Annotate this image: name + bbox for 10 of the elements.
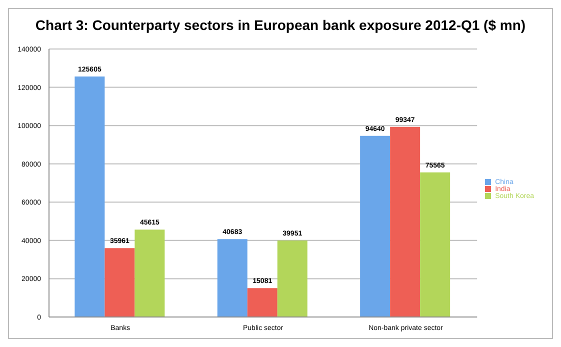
bar	[74, 76, 105, 317]
bar	[390, 126, 420, 317]
bar	[104, 248, 135, 317]
bar	[134, 230, 165, 317]
bar	[247, 288, 278, 317]
bar	[420, 172, 450, 317]
chart-title: Chart 3: Counterparty sectors in European bank exposure 2012-Q1 ($ mn)	[34, 16, 527, 35]
bar	[217, 239, 248, 317]
bar	[277, 240, 308, 317]
bar	[360, 136, 390, 317]
